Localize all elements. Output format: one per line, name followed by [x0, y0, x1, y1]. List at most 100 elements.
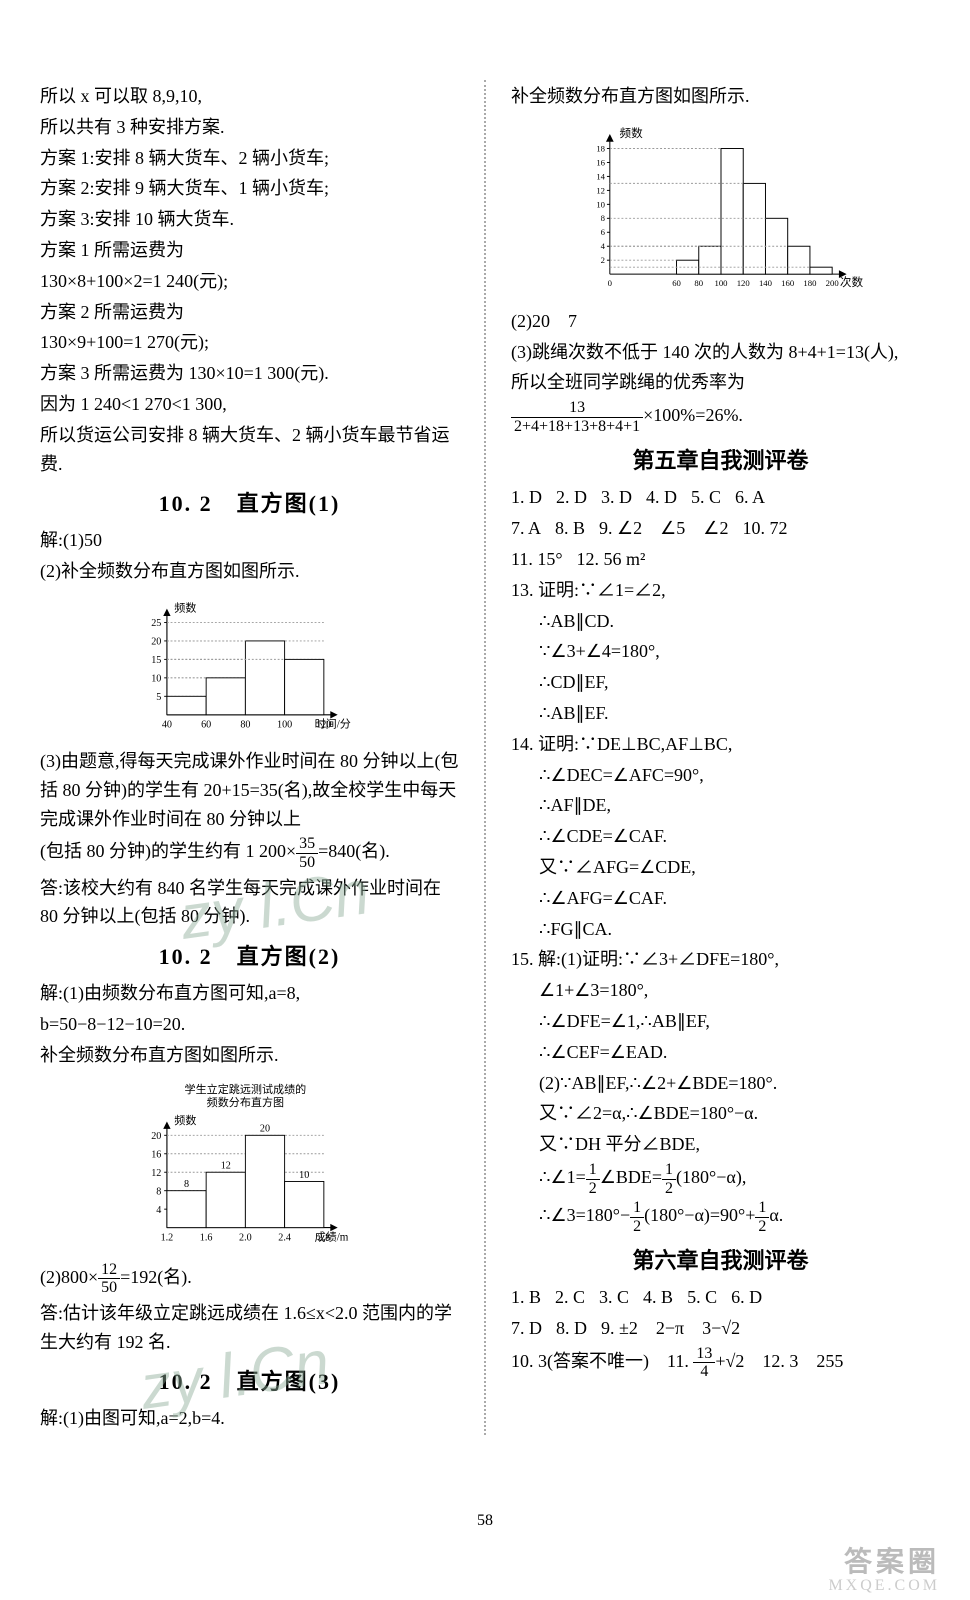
section-title: 10. 2 直方图(1)	[40, 486, 459, 518]
text: 方案 3 所需运费为 130×10=1 300(元).	[40, 359, 459, 388]
chart-2: 481216201.21.62.02.42.88122010频数成绩/m学生立定…	[40, 1078, 459, 1253]
fraction: 132+4+18+13+8+4+1	[511, 399, 643, 435]
text: 方案 2:安排 9 辆大货车、1 辆小货车;	[40, 174, 459, 203]
svg-text:15: 15	[151, 655, 161, 666]
right-column: 补全频数分布直方图如图所示. 2468101214161806080100120…	[511, 80, 930, 1435]
text: ∴∠3=180°−12(180°−α)=90°+12α.	[511, 1199, 930, 1235]
left-column: 所以 x 可以取 8,9,10, 所以共有 3 种安排方案. 方案 1:安排 8…	[40, 80, 459, 1435]
text: ∴AB∥EF.	[511, 699, 930, 728]
svg-text:频数: 频数	[174, 1113, 196, 1127]
svg-text:160: 160	[781, 278, 795, 288]
page-content: 所以 x 可以取 8,9,10, 所以共有 3 种安排方案. 方案 1:安排 8…	[40, 80, 930, 1435]
text: 所以全班同学跳绳的优秀率为	[511, 368, 930, 397]
text: 所以共有 3 种安排方案.	[40, 113, 459, 142]
svg-text:8: 8	[183, 1179, 188, 1190]
svg-text:8: 8	[156, 1186, 161, 1197]
svg-text:140: 140	[758, 278, 772, 288]
text: 又∵DH 平分∠BDE,	[511, 1130, 930, 1159]
text: 又∵∠2=α,∴∠BDE=180°−α.	[511, 1099, 930, 1128]
watermark-brand: 答案圈	[844, 1540, 940, 1580]
fraction: 1250	[98, 1261, 120, 1297]
text: ∵∠3+∠4=180°,	[511, 637, 930, 666]
svg-text:20: 20	[151, 1131, 161, 1142]
text: 解:(1)由频数分布直方图可知,a=8,	[40, 979, 459, 1008]
fraction: 3550	[296, 835, 318, 871]
text: 14. 证明:∵DE⊥BC,AF⊥BC,	[511, 730, 930, 759]
text: (3)由题意,得每天完成课外作业时间在 80 分钟以上(包括 80 分钟)的学生…	[40, 747, 459, 833]
text: ∴CD∥EF,	[511, 668, 930, 697]
text: 答:该校大约有 840 名学生每天完成课外作业时间在 80 分钟以上(包括 80…	[40, 874, 459, 932]
svg-text:120: 120	[736, 278, 750, 288]
svg-text:频数分布直方图: 频数分布直方图	[206, 1094, 283, 1108]
text: 方案 2 所需运费为	[40, 298, 459, 327]
svg-text:学生立定跳远测试成绩的: 学生立定跳远测试成绩的	[184, 1081, 306, 1095]
svg-text:2.4: 2.4	[278, 1232, 291, 1243]
text: b=50−8−12−10=20.	[40, 1010, 459, 1039]
svg-text:4: 4	[156, 1204, 161, 1215]
svg-text:60: 60	[672, 278, 681, 288]
svg-text:180: 180	[803, 278, 817, 288]
svg-text:40: 40	[161, 720, 171, 731]
text: ∴∠CDE=∠CAF.	[511, 822, 930, 851]
svg-text:60: 60	[201, 720, 211, 731]
svg-text:12: 12	[596, 185, 605, 195]
text: ∴∠CEF=∠EAD.	[511, 1038, 930, 1067]
text: ∴FG∥CA.	[511, 915, 930, 944]
svg-text:14: 14	[596, 171, 605, 181]
svg-text:100: 100	[714, 278, 728, 288]
section-title: 10. 2 直方图(3)	[40, 1364, 459, 1396]
svg-text:200: 200	[825, 278, 839, 288]
answers: 1. B2. C3. C4. B5. C6. D	[511, 1283, 930, 1312]
text: 13. 证明:∵∠1=∠2,	[511, 576, 930, 605]
svg-text:20: 20	[151, 637, 161, 648]
svg-text:80: 80	[694, 278, 703, 288]
svg-text:10: 10	[299, 1169, 309, 1180]
svg-text:12: 12	[151, 1167, 161, 1178]
svg-text:1.2: 1.2	[160, 1232, 173, 1243]
svg-text:2.0: 2.0	[239, 1232, 252, 1243]
text: 补全频数分布直方图如图所示.	[40, 1041, 459, 1070]
text: 15. 解:(1)证明:∵∠3+∠DFE=180°,	[511, 945, 930, 974]
svg-text:2: 2	[600, 255, 604, 265]
svg-text:12: 12	[220, 1160, 230, 1171]
text: 130×9+100=1 270(元);	[40, 328, 459, 357]
text: (3)跳绳次数不低于 140 次的人数为 8+4+1=13(人),	[511, 338, 930, 367]
svg-text:10: 10	[596, 199, 605, 209]
answers: 11. 15°12. 56 m²	[511, 545, 930, 574]
text: (2)800×1250=192(名).	[40, 1261, 459, 1297]
text: (2)∵AB∥EF,∴∠2+∠BDE=180°.	[511, 1069, 930, 1098]
answers: 7. D8. D9. ±2 2−π 3−√2	[511, 1314, 930, 1343]
text: 解:(1)50	[40, 526, 459, 555]
svg-text:0: 0	[607, 278, 612, 288]
svg-text:20: 20	[259, 1123, 269, 1134]
text: 130×8+100×2=1 240(元);	[40, 267, 459, 296]
svg-text:成绩/m: 成绩/m	[314, 1230, 348, 1243]
watermark-url: MXQE.COM	[828, 1577, 940, 1595]
chapter-title: 第五章自我测评卷	[511, 443, 930, 475]
column-divider	[484, 80, 486, 1435]
svg-text:次数: 次数	[839, 275, 863, 289]
text: 方案 1 所需运费为	[40, 236, 459, 265]
text: ∴∠AFG=∠CAF.	[511, 884, 930, 913]
text: 补全频数分布直方图如图所示.	[511, 82, 930, 111]
text: 所以货运公司安排 8 辆大货车、2 辆小货车最节省运费.	[40, 421, 459, 479]
svg-text:6: 6	[600, 227, 605, 237]
text: 答:估计该年级立定跳远成绩在 1.6≤x<2.0 范围内的学生大约有 192 名…	[40, 1299, 459, 1357]
text: 解:(1)由图可知,a=2,b=4.	[40, 1404, 459, 1433]
svg-text:1.6: 1.6	[199, 1232, 212, 1243]
svg-text:18: 18	[596, 143, 605, 153]
svg-text:频数: 频数	[619, 126, 643, 140]
text: 方案 3:安排 10 辆大货车.	[40, 205, 459, 234]
svg-text:频数: 频数	[174, 600, 196, 614]
svg-text:10: 10	[151, 673, 161, 684]
text: 所以 x 可以取 8,9,10,	[40, 82, 459, 111]
answers: 7. A8. B9. ∠2 ∠5 ∠210. 72	[511, 514, 930, 543]
text: ∠1+∠3=180°,	[511, 976, 930, 1005]
text: ∴AF∥DE,	[511, 791, 930, 820]
svg-text:16: 16	[596, 157, 605, 167]
answers: 10. 3(答案不唯一) 11. 134+√2 12. 3 255	[511, 1345, 930, 1381]
text: ∴∠DEC=∠AFC=90°,	[511, 761, 930, 790]
text: (2)20 7	[511, 307, 930, 336]
section-title: 10. 2 直方图(2)	[40, 939, 459, 971]
chart-1: 510152025406080100120频数时间/分	[40, 594, 459, 739]
